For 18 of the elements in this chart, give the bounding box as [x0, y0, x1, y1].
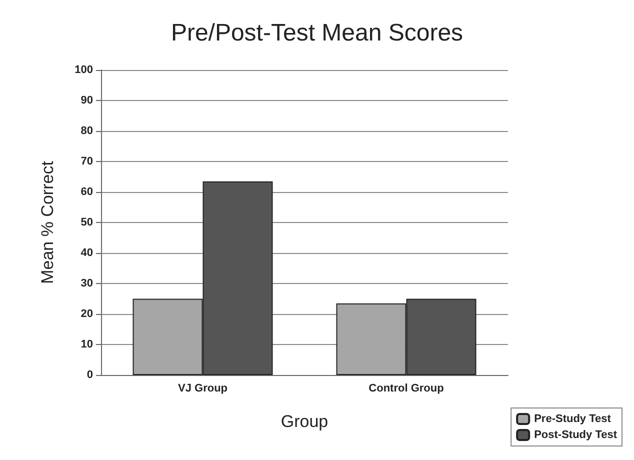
y-tick-label: 10	[80, 338, 93, 350]
y-tick-label: 50	[80, 216, 93, 228]
y-tick-label: 40	[80, 247, 93, 259]
legend-label: Post-Study Test	[534, 429, 618, 441]
y-axis-title: Mean % Correct	[38, 160, 57, 284]
x-tick-label: Control Group	[368, 382, 444, 394]
y-tick-label: 30	[80, 278, 93, 290]
x-tick-label: VJ Group	[178, 382, 228, 394]
x-axis-title: Group	[280, 412, 328, 431]
y-tick-label: 70	[80, 156, 93, 168]
y-tick-label: 90	[80, 94, 93, 106]
y-tick-label: 20	[80, 308, 93, 320]
y-tick-label: 100	[74, 64, 93, 76]
legend-label: Pre-Study Test	[534, 413, 612, 425]
chart-title: Pre/Post-Test Mean Scores	[170, 20, 464, 46]
y-tick-label: 60	[80, 186, 93, 198]
y-tick-label: 0	[86, 369, 93, 381]
y-tick-label: 80	[80, 125, 93, 137]
